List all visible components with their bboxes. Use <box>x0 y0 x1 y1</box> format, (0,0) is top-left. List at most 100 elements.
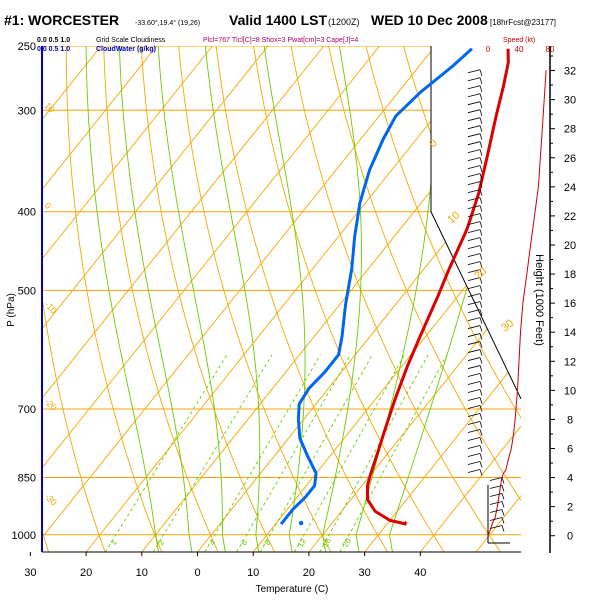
isotherm-line <box>42 46 269 552</box>
mixing-ratio-line <box>319 354 429 552</box>
height-tick-label: 26 <box>564 153 576 165</box>
wind-barb-flag <box>501 477 505 484</box>
dry-adiabat-line <box>290 46 501 552</box>
wind-barb-flag <box>479 357 483 364</box>
wind-barb-shaft <box>467 437 481 441</box>
speed-label: Speed (kt) <box>503 37 535 44</box>
wind-barb-shaft <box>467 429 481 433</box>
header-date: WED 10 Dec 2008 <box>371 12 488 28</box>
isotherm-line <box>42 46 213 552</box>
wind-barb-flag <box>479 181 483 188</box>
mixing-ratio-label: 4 <box>208 538 218 547</box>
pressure-tick-label: 400 <box>18 207 36 219</box>
wind-barb-shaft <box>467 389 481 393</box>
wind-barb-shaft <box>467 77 481 82</box>
wind-barb-shaft <box>467 317 481 321</box>
wind-barb-shaft <box>467 413 481 417</box>
pressure-tick-label: 300 <box>18 105 36 117</box>
wind-barb-flag <box>479 173 483 180</box>
wind-barb-shaft <box>467 237 481 242</box>
wind-barb-flag <box>479 237 483 244</box>
wind-barb-flag <box>479 397 483 404</box>
temperature-tick-label: 30 <box>24 567 36 579</box>
moist-adiabat-line <box>263 46 306 552</box>
moist-adiabat-line <box>157 46 226 552</box>
temperature-tick-label: 10 <box>247 567 259 579</box>
height-tick-label: 30 <box>564 95 576 107</box>
wind-barb-flag <box>479 285 483 292</box>
mixing-ratio-line <box>339 354 448 552</box>
dry-adiabat-line <box>553 46 600 552</box>
wind-barb-flag <box>479 101 483 108</box>
wind-barb-flag <box>479 141 483 148</box>
mixing-ratio-label: 16 <box>321 536 334 549</box>
wind-barb-shaft <box>489 509 503 513</box>
wind-barb-shaft <box>467 461 481 465</box>
isotherm-line <box>419 46 521 552</box>
wind-barb-shaft <box>467 309 481 313</box>
cloudwater-scale: 0.0 0.5 1.0 <box>37 46 70 53</box>
isotherm-line <box>364 46 521 552</box>
dry-adiabat-label: -20 <box>43 396 59 412</box>
pressure-tick-label: 850 <box>18 472 36 484</box>
wind-barb-shaft <box>467 421 481 425</box>
wind-barb-shaft <box>467 381 481 385</box>
wind-barb-shaft <box>489 485 503 489</box>
dry-adiabat-line <box>591 46 600 552</box>
wind-barb-shaft <box>467 173 481 178</box>
pressure-tick-label: 700 <box>18 404 36 416</box>
pressure-tick-label: 1000 <box>12 530 36 542</box>
wind-barb-flag <box>479 317 483 324</box>
wind-barb-flag <box>479 245 483 252</box>
moist-adiabat-line <box>85 46 159 552</box>
isotherm-label: 0 <box>427 137 439 150</box>
isotherm-label: 30 <box>499 317 516 334</box>
mixing-ratio-line <box>294 354 406 552</box>
height-tick-label: 16 <box>564 298 576 310</box>
wind-barb-shaft <box>467 197 481 202</box>
surface-dew-marker <box>298 520 304 526</box>
header-utc: (1200Z) <box>328 17 360 27</box>
mixing-ratio-line <box>104 354 228 552</box>
wind-barb-flag <box>479 293 483 300</box>
dry-adiabat-line <box>253 46 445 552</box>
wind-barb-shaft <box>467 373 481 377</box>
mixing-ratio-label: 6 <box>239 538 249 547</box>
dry-adiabat-line <box>65 46 162 552</box>
temperature-trace <box>366 48 510 526</box>
wind-barb-shaft <box>467 101 481 106</box>
wind-barb-flag <box>479 333 483 340</box>
wind-barb-flag <box>479 349 483 356</box>
wind-barb-flag <box>479 429 483 436</box>
wind-barb-shaft <box>489 493 503 497</box>
wind-barb-flag <box>501 485 505 492</box>
wind-barb-flag <box>479 213 483 220</box>
dry-adiabat-line <box>215 46 388 552</box>
wind-barb-flag <box>479 229 483 236</box>
temperature-tick-label: 20 <box>80 567 92 579</box>
isotherm-label: 10 <box>445 209 462 226</box>
mixing-ratio-label: 20 <box>341 536 354 549</box>
isotherm-line <box>197 46 521 552</box>
mixing-ratio-line <box>152 354 273 552</box>
header-coords: -33.60°,19.4° (19,26) <box>135 19 200 27</box>
pressure-tick-label: 500 <box>18 285 36 297</box>
cloudwater-label: CloudWater (g/kg) <box>96 46 156 53</box>
height-tick-label: 12 <box>564 356 576 368</box>
dry-adiabat-line <box>42 46 106 552</box>
wind-barb-shaft <box>489 525 503 529</box>
wind-barb-flag <box>501 517 505 524</box>
wind-barb-shaft <box>467 149 481 154</box>
moist-adiabat-line <box>322 46 362 552</box>
wind-barb-flag <box>479 125 483 132</box>
wind-barb-flag <box>479 405 483 412</box>
wind-barb-flag <box>479 69 483 76</box>
wind-barb-shaft <box>489 477 503 481</box>
wind-barb-flag <box>479 165 483 172</box>
dry-adiabat-label: 0 <box>43 200 54 211</box>
diagram-area: * <box>41 46 600 553</box>
height-tick-label: 0 <box>567 531 573 543</box>
wind-barb-flag <box>479 261 483 268</box>
height-tick-label: 8 <box>567 414 573 426</box>
